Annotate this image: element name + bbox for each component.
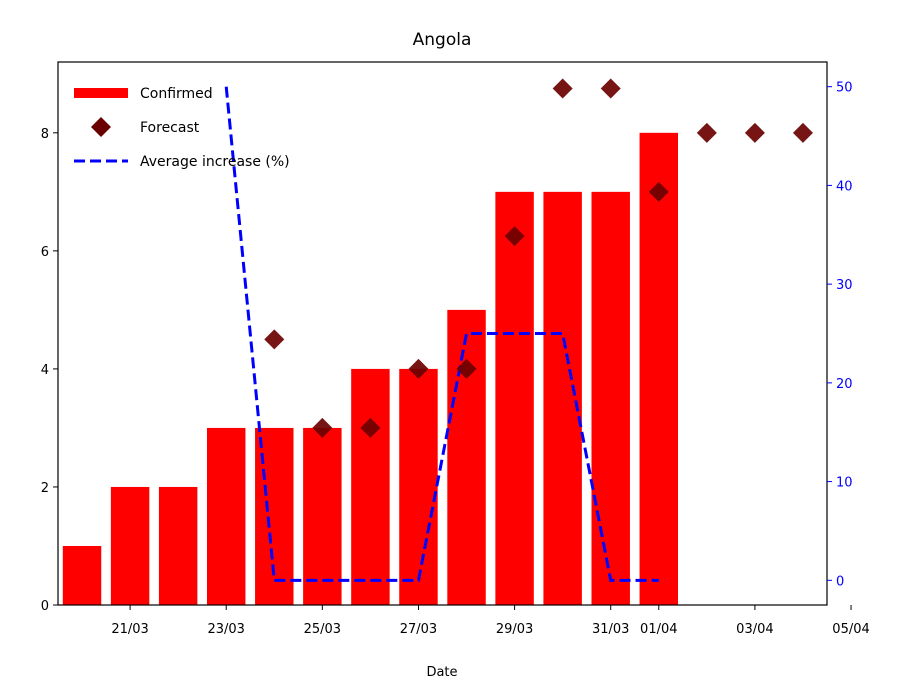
plot-frame: [57, 61, 828, 606]
forecast-marker: [264, 329, 285, 350]
confirmed-bar: [447, 309, 486, 605]
forecast-marker: [504, 226, 525, 247]
average-increase-line: [224, 86, 659, 582]
left-y-tick-label: 6: [41, 245, 49, 260]
x-tick-label: 29/03: [496, 622, 533, 637]
right-y-tick-label: 10: [836, 476, 853, 491]
forecast-markers: [264, 78, 813, 438]
forecast-marker: [648, 181, 669, 202]
right-y-tick-label: 0: [836, 574, 844, 589]
left-y-tick-label: 8: [41, 127, 49, 142]
legend-label-average-increase: Average increase (%): [140, 154, 290, 170]
forecast-marker: [600, 78, 621, 99]
x-axis-label: Date: [426, 665, 457, 680]
right-y-tick-label: 20: [836, 377, 853, 392]
legend: Confirmed Forecast Average increase (%): [74, 86, 290, 170]
left-y-tick-label: 0: [41, 599, 49, 614]
forecast-marker: [696, 122, 717, 143]
x-tick-label: 23/03: [207, 622, 244, 637]
legend-label-confirmed: Confirmed: [140, 86, 213, 102]
confirmed-bar: [543, 191, 582, 605]
legend-swatch-forecast: [91, 117, 111, 137]
forecast-marker: [408, 358, 429, 379]
forecast-marker: [792, 122, 813, 143]
right-y-tick-label: 30: [836, 278, 853, 293]
x-tick-label: 27/03: [400, 622, 437, 637]
legend-label-forecast: Forecast: [140, 120, 200, 136]
confirmed-bar: [639, 132, 679, 605]
chart-title: Angola: [413, 30, 472, 50]
forecast-marker: [744, 122, 765, 143]
axes: 0 2 4 6 8 0 10 20 30 40 50 21/03 23/03 25/03 27/03 29/0…: [41, 61, 870, 637]
confirmed-bar: [206, 427, 246, 605]
confirmed-bar: [158, 486, 198, 605]
confirmed-bar: [495, 191, 534, 605]
left-y-tick-label: 4: [41, 363, 49, 378]
confirmed-bar: [110, 486, 150, 605]
confirmed-bar: [351, 368, 390, 605]
x-tick-label: 21/03: [111, 622, 148, 637]
left-y-tick-label: 2: [41, 481, 49, 496]
x-tick-label: 01/04: [640, 622, 677, 637]
confirmed-bar: [303, 427, 342, 605]
right-y-tick-label: 40: [836, 179, 853, 194]
confirmed-bar: [62, 545, 102, 605]
confirmed-bars: [62, 132, 679, 605]
forecast-marker: [552, 78, 573, 99]
forecast-marker: [360, 417, 381, 438]
x-tick-label: 31/03: [592, 622, 629, 637]
average-increase-polyline: [224, 86, 659, 582]
forecast-marker: [456, 358, 477, 379]
legend-swatch-confirmed: [74, 88, 128, 98]
right-y-tick-label: 50: [836, 81, 853, 96]
x-tick-label: 25/03: [304, 622, 341, 637]
confirmed-bar: [591, 191, 630, 605]
x-tick-label: 03/04: [736, 622, 773, 637]
forecast-marker: [312, 417, 333, 438]
confirmed-bar: [399, 368, 438, 605]
x-tick-label: 05/04: [832, 622, 869, 637]
